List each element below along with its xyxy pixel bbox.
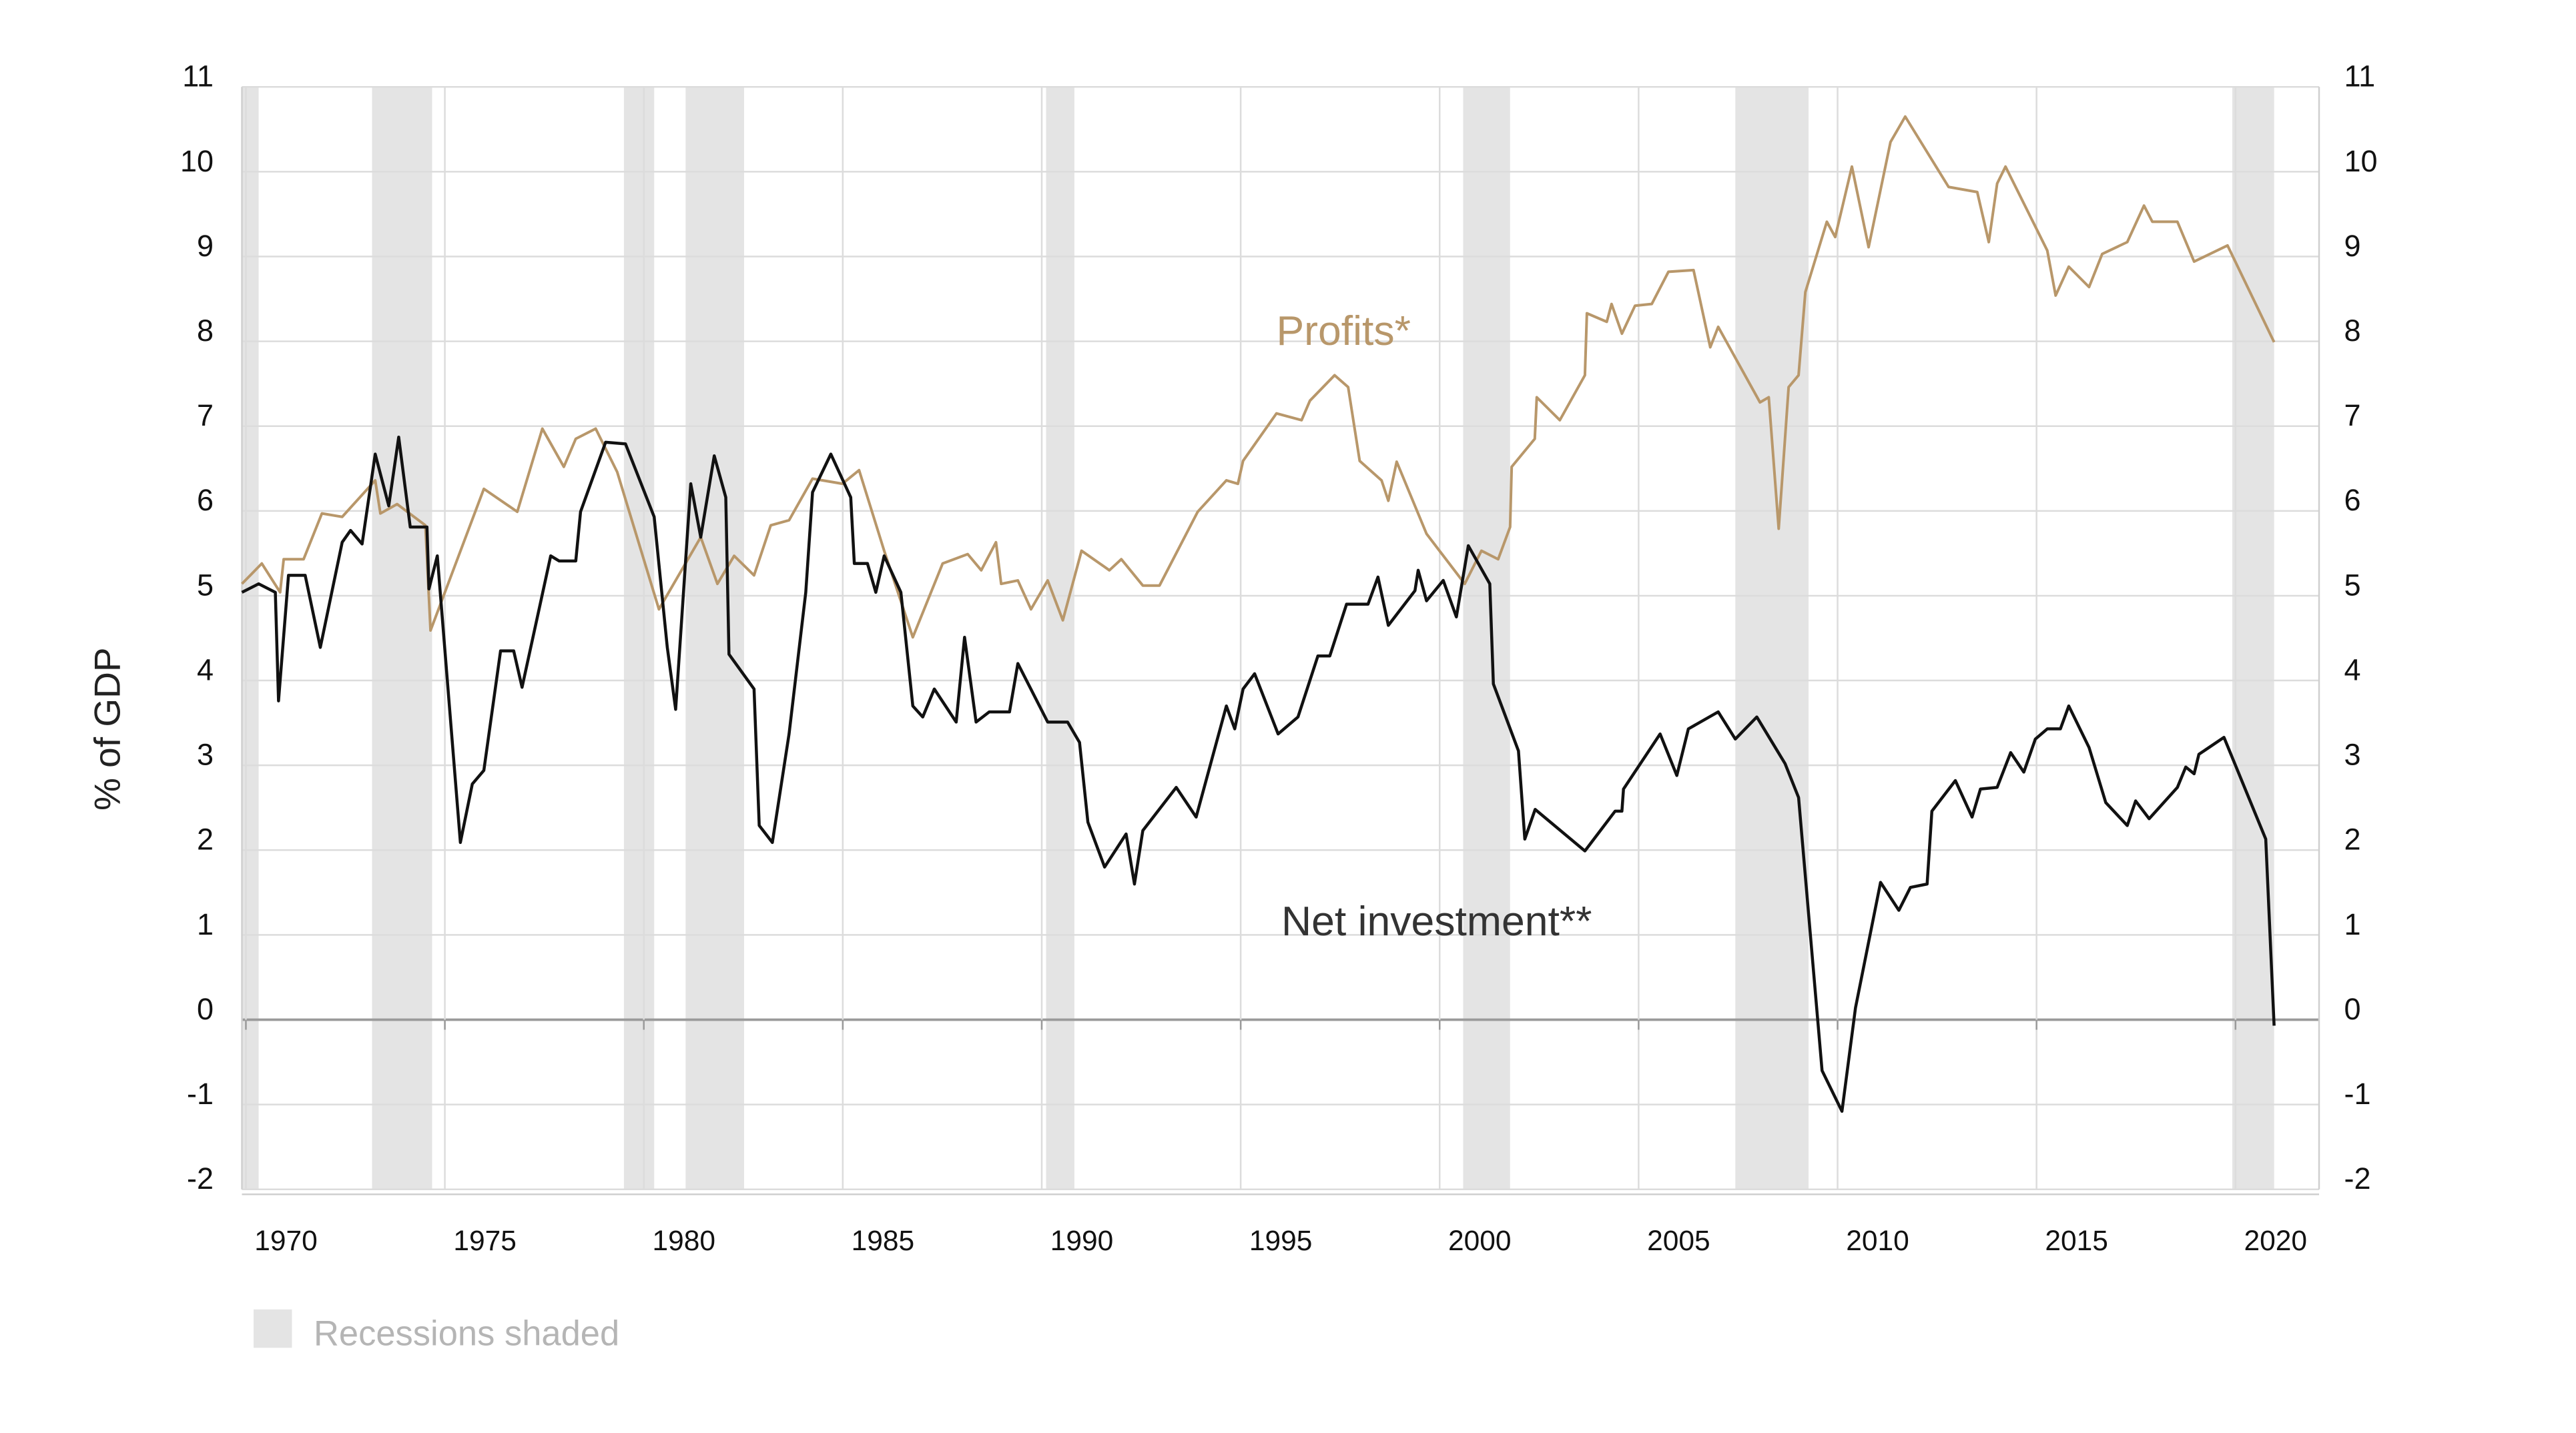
y2-tick-label: 9 <box>2344 229 2361 263</box>
x-tick-label: 1980 <box>652 1226 715 1257</box>
y-tick-label: 3 <box>197 738 214 772</box>
recession-band <box>1463 87 1510 1189</box>
x-tick-label: 2005 <box>1647 1226 1710 1257</box>
recession-band <box>2232 87 2274 1189</box>
recession-band <box>685 87 744 1189</box>
series-label: Net investment** <box>1281 898 1592 945</box>
recession-band <box>372 87 432 1189</box>
x-tick-label: 1970 <box>254 1226 318 1257</box>
y2-tick-label: 5 <box>2344 568 2361 602</box>
recession-band <box>1735 87 1809 1189</box>
series-label: Profits* <box>1277 308 1411 354</box>
y-tick-label: 4 <box>197 652 214 686</box>
y2-tick-label: 0 <box>2344 992 2361 1026</box>
y-tick-label: -1 <box>187 1077 214 1111</box>
y2-tick-label: 4 <box>2344 652 2361 686</box>
y2-tick-label: 6 <box>2344 483 2361 517</box>
y2-tick-label: -1 <box>2344 1077 2371 1111</box>
y2-tick-label: 7 <box>2344 398 2361 432</box>
x-tick-label: 1995 <box>1249 1226 1313 1257</box>
y2-tick-label: 3 <box>2344 738 2361 772</box>
x-tick-label: 1975 <box>453 1226 517 1257</box>
y2-tick-label: 1 <box>2344 907 2361 941</box>
recession-band <box>242 87 259 1189</box>
y2-tick-label: 2 <box>2344 823 2361 857</box>
legend-swatch <box>254 1309 292 1348</box>
x-tick-label: 2015 <box>2045 1226 2108 1257</box>
y-tick-label: 6 <box>197 483 214 517</box>
y2-tick-label: -2 <box>2344 1161 2371 1196</box>
recession-band <box>623 87 655 1189</box>
y-tick-label: -2 <box>187 1161 214 1196</box>
y2-tick-label: 10 <box>2344 144 2378 178</box>
series-line <box>241 115 2276 639</box>
y-axis-label: % of GDP <box>87 647 128 811</box>
y-tick-label: 10 <box>180 144 214 178</box>
recession-band <box>1046 87 1074 1189</box>
y-tick-label: 5 <box>197 568 214 602</box>
y-tick-label: 2 <box>197 823 214 857</box>
y-tick-label: 8 <box>197 314 214 348</box>
x-tick-label: 2020 <box>2244 1226 2308 1257</box>
legend-label: Recessions shaded <box>314 1314 619 1354</box>
y-tick-label: 0 <box>197 992 214 1026</box>
series-line <box>241 435 2276 1113</box>
x-tick-label: 2000 <box>1448 1226 1512 1257</box>
y-tick-label: 11 <box>182 59 214 93</box>
x-tick-label: 1990 <box>1050 1226 1114 1257</box>
y-tick-label: 9 <box>197 229 214 263</box>
y2-tick-label: 11 <box>2344 59 2376 93</box>
y-tick-label: 1 <box>197 907 214 941</box>
x-tick-label: 2010 <box>1846 1226 1909 1257</box>
y-tick-label: 7 <box>197 398 214 432</box>
x-tick-label: 1985 <box>852 1226 915 1257</box>
y2-tick-label: 8 <box>2344 314 2361 348</box>
plot-background <box>242 86 2319 1190</box>
